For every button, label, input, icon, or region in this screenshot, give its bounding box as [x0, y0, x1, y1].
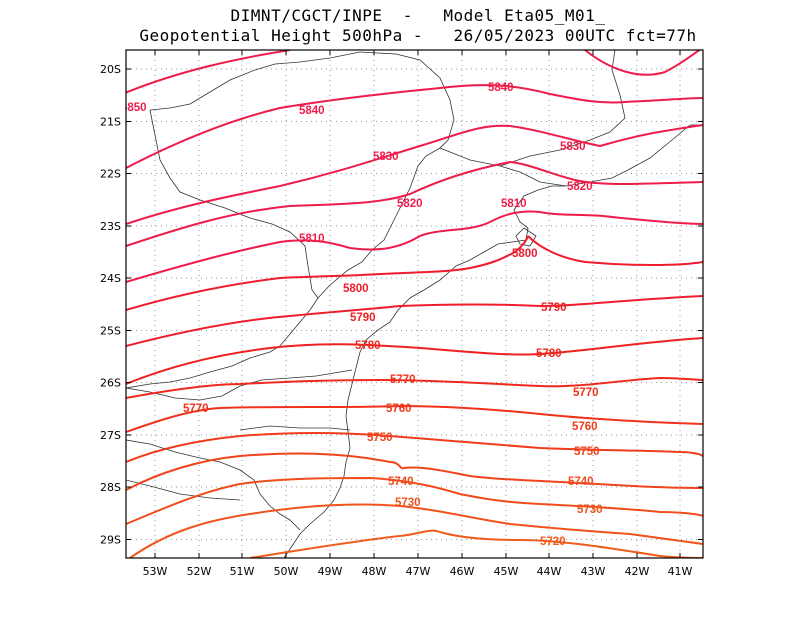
contour-5770 — [126, 404, 703, 433]
lon-label: 52W — [187, 565, 212, 578]
contour-5830 — [126, 160, 703, 247]
lat-label: 21S — [100, 116, 121, 129]
contour-label: 5800 — [343, 283, 369, 295]
lon-label: 48W — [362, 565, 387, 578]
lon-label: 45W — [494, 565, 519, 578]
chart-title-line1: DIMNT/CGCT/INPE - Model Eta05_M01_ — [230, 6, 606, 25]
state-border-sc-rs — [126, 425, 351, 531]
lat-label: 26S — [100, 377, 121, 390]
contour-label: 5790 — [541, 302, 567, 314]
contour-5740 — [126, 476, 703, 525]
contour-lines — [126, 50, 703, 558]
lon-label: 50W — [274, 565, 299, 578]
contour-label: 5790 — [350, 312, 376, 324]
contour-5840b — [126, 124, 703, 225]
contour-label-layer: 5850 5840 5840 5830 5830 5820 5820 5810 … — [121, 82, 603, 548]
contour-label: 5760 — [572, 421, 598, 433]
lat-label: 27S — [100, 429, 121, 442]
contour-5730 — [129, 503, 703, 558]
contour-label: 5780 — [536, 348, 562, 360]
state-border-ms — [149, 109, 319, 299]
lat-label: 24S — [100, 272, 121, 285]
contour-label: 5840 — [488, 82, 514, 94]
island-sp — [515, 227, 537, 247]
lon-label: 44W — [537, 565, 562, 578]
lat-label: 25S — [100, 325, 121, 338]
contour-5850 — [126, 50, 291, 94]
lon-labels: 53W 52W 51W 50W 49W 48W 47W 46W 45W 44W … — [143, 565, 693, 578]
chart-title-line2: Geopotential Height 500hPa - 26/05/2023 … — [139, 26, 697, 45]
lat-label: 28S — [100, 481, 121, 494]
lon-label: 41W — [668, 565, 693, 578]
contour-label: 5850 — [121, 102, 147, 114]
lat-label: 29S — [100, 534, 121, 547]
axis-ticks — [126, 50, 703, 558]
contour-5790 — [126, 337, 703, 385]
state-border-mg-rj — [439, 50, 626, 187]
contour-label: 5740 — [388, 476, 414, 488]
contour-label: 5760 — [386, 403, 412, 415]
lon-label: 42W — [625, 565, 650, 578]
lon-label: 51W — [230, 565, 255, 578]
contour-label: 5820 — [397, 198, 423, 210]
contour-5760 — [126, 432, 703, 463]
lat-label: 20S — [100, 63, 121, 76]
contour-5720 — [249, 529, 703, 558]
contour-label: 5780 — [355, 340, 381, 352]
state-border-sp — [149, 51, 455, 299]
lat-label: 23S — [100, 220, 121, 233]
contour-label: 5740 — [568, 476, 594, 488]
coastline — [283, 124, 703, 558]
map-boundaries — [126, 50, 703, 558]
contour-5800 — [126, 295, 703, 347]
contour-label: 5810 — [501, 198, 527, 210]
contour-5850-ne — [584, 50, 702, 76]
contour-label: 5840 — [299, 105, 325, 117]
lon-label: 53W — [143, 565, 168, 578]
contour-label: 5800 — [512, 248, 538, 260]
lat-label: 22S — [100, 168, 121, 181]
contour-label: 5720 — [540, 536, 566, 548]
contour-label: 5830 — [373, 151, 399, 163]
contour-label: 5770 — [183, 403, 209, 415]
lon-label: 43W — [581, 565, 606, 578]
lon-label: 49W — [318, 565, 343, 578]
contour-5820 — [126, 210, 703, 283]
contour-5840 — [126, 84, 703, 169]
contour-label: 5820 — [567, 181, 593, 193]
contour-label: 5750 — [367, 432, 393, 444]
contour-5810 — [126, 235, 703, 311]
contour-5750 — [126, 452, 703, 491]
contour-label: 5770 — [390, 374, 416, 386]
contour-label: 5730 — [395, 497, 421, 509]
state-border-pr — [126, 297, 353, 401]
plot-frame — [125, 49, 704, 559]
contour-label: 5750 — [574, 446, 600, 458]
contour-label: 5770 — [573, 387, 599, 399]
contour-label: 5810 — [299, 233, 325, 245]
contour-label: 5730 — [577, 504, 603, 516]
lat-labels: 20S 21S 22S 23S 24S 25S 26S 27S 28S 29S — [100, 63, 121, 547]
lon-label: 46W — [450, 565, 475, 578]
contour-label: 5830 — [560, 141, 586, 153]
contour-5780 — [126, 376, 703, 399]
lon-label: 47W — [406, 565, 431, 578]
